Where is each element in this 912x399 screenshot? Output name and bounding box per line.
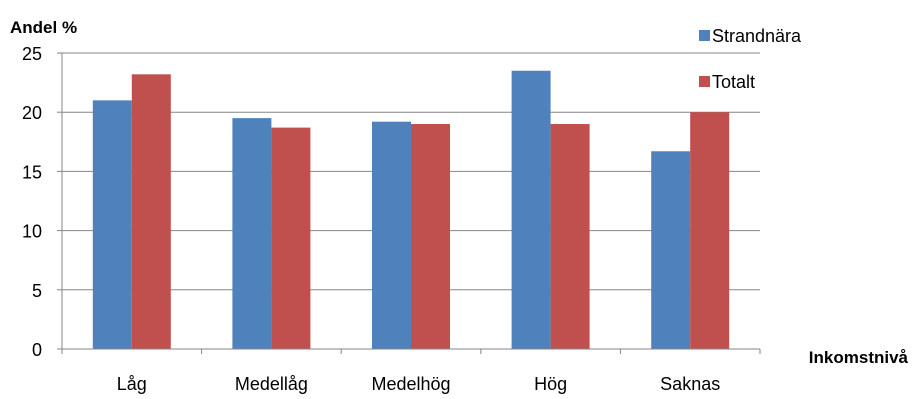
bar-strandn-ra-0 bbox=[92, 100, 132, 349]
y-tick-label: 5 bbox=[32, 281, 42, 301]
y-tick-label: 25 bbox=[22, 44, 42, 64]
legend: Strandnära Totalt bbox=[699, 26, 802, 92]
bar-totalt-3 bbox=[550, 124, 590, 349]
bars bbox=[92, 70, 730, 350]
y-tick-label: 0 bbox=[32, 340, 42, 360]
x-tick-label: Låg bbox=[117, 374, 147, 394]
legend-label-totalt: Totalt bbox=[712, 72, 755, 92]
bar-strandn-ra-3 bbox=[511, 70, 551, 349]
y-tick-label: 20 bbox=[22, 103, 42, 123]
y-axis-title: Andel % bbox=[10, 18, 77, 37]
bar-strandn-ra-4 bbox=[651, 151, 691, 349]
bar-totalt-2 bbox=[411, 124, 450, 349]
bar-totalt-4 bbox=[690, 112, 730, 349]
bar-strandn-ra-2 bbox=[372, 121, 411, 349]
bar-totalt-1 bbox=[271, 127, 311, 349]
legend-label-strandnara: Strandnära bbox=[712, 26, 802, 46]
y-tick-label: 10 bbox=[22, 222, 42, 242]
x-tick-label: Saknas bbox=[660, 374, 720, 394]
axes bbox=[57, 52, 761, 354]
axis-labels: 0 5 10 15 20 25 Låg Medellåg Medelhög Hög Saknas bbox=[22, 44, 720, 394]
x-tick-label: Medellåg bbox=[235, 374, 308, 394]
x-tick-label: Hög bbox=[534, 374, 567, 394]
x-axis-title: Inkomstnivå bbox=[809, 348, 909, 367]
bar-totalt-0 bbox=[131, 74, 171, 349]
legend-swatch-totalt bbox=[699, 76, 710, 87]
legend-swatch-strandnara bbox=[699, 30, 710, 41]
bar-strandn-ra-1 bbox=[232, 118, 272, 350]
x-tick-label: Medelhög bbox=[371, 374, 450, 394]
y-tick-label: 15 bbox=[22, 162, 42, 182]
